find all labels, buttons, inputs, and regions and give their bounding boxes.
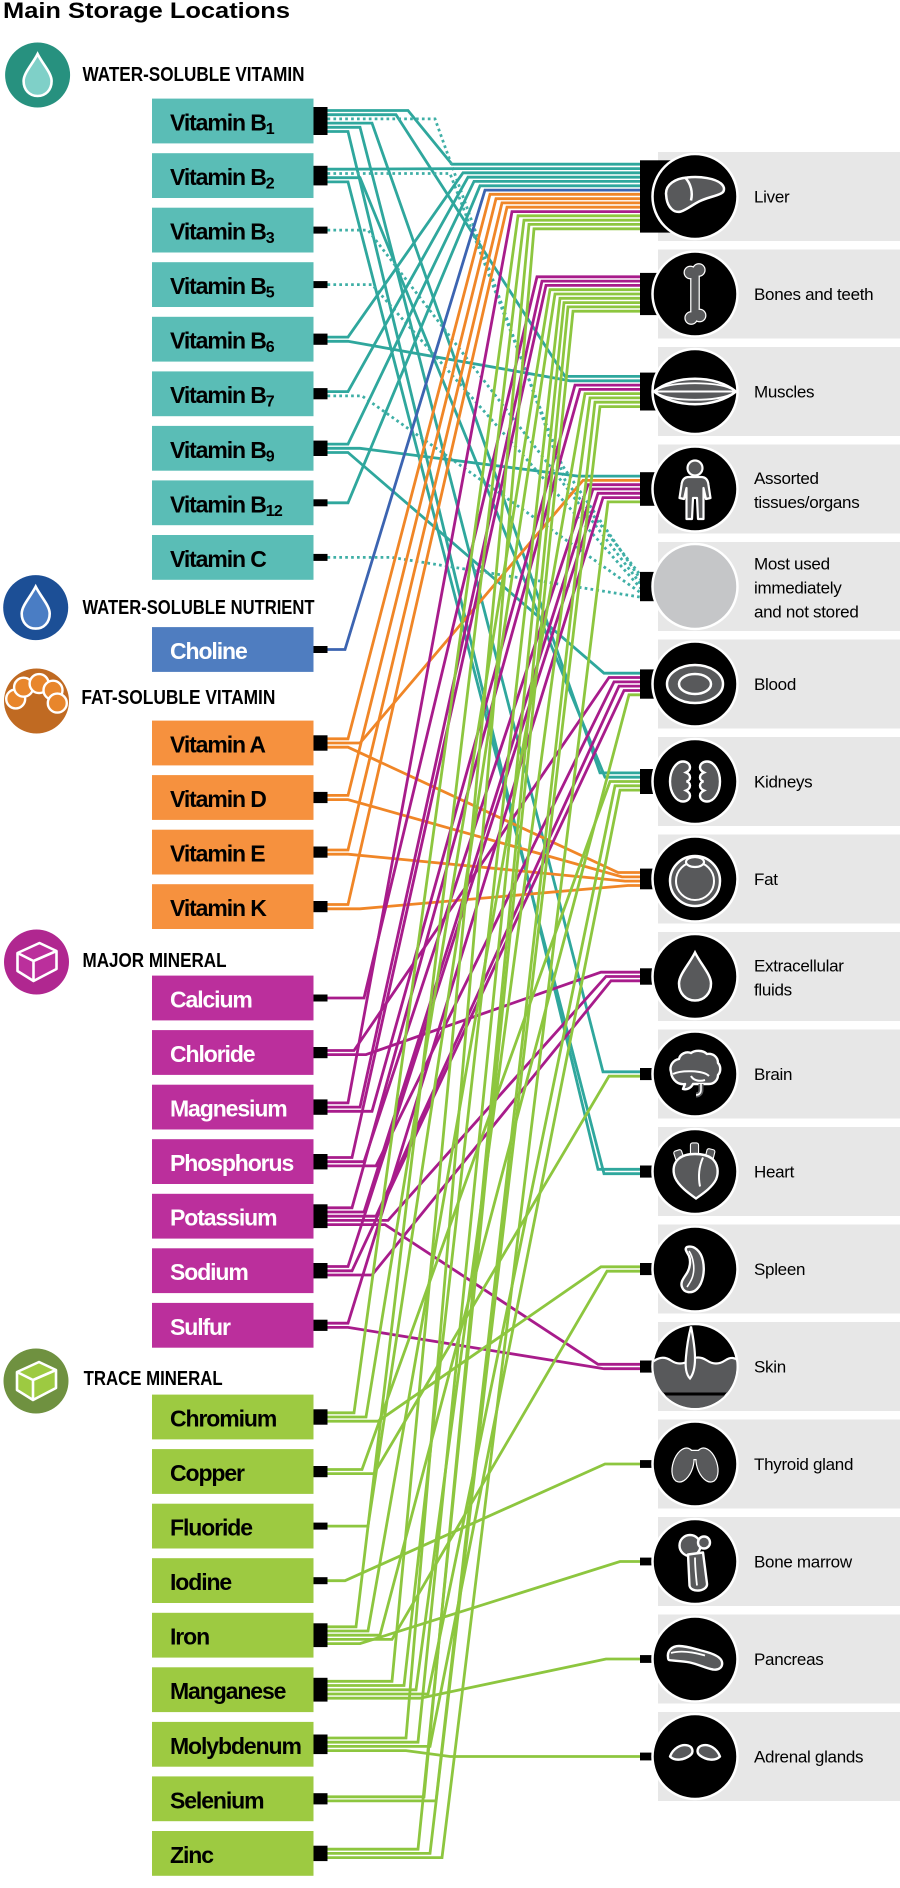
svg-text:Iron: Iron (170, 1624, 209, 1650)
svg-text:Liver: Liver (754, 188, 790, 207)
svg-text:tissues/organs: tissues/organs (754, 493, 859, 512)
svg-text:Zinc: Zinc (170, 1842, 214, 1868)
svg-text:Copper: Copper (170, 1460, 245, 1486)
svg-text:Vitamin B6: Vitamin B6 (170, 328, 275, 357)
svg-text:Vitamin K: Vitamin K (170, 895, 267, 921)
svg-text:Assorted: Assorted (754, 469, 819, 488)
svg-text:Vitamin E: Vitamin E (170, 841, 265, 867)
svg-text:Most used: Most used (754, 555, 830, 574)
svg-text:WATER-SOLUBLE NUTRIENT: WATER-SOLUBLE NUTRIENT (83, 597, 315, 619)
svg-text:Phosphorus: Phosphorus (170, 1150, 293, 1176)
svg-text:Selenium: Selenium (170, 1787, 264, 1813)
svg-text:immediately: immediately (754, 579, 842, 598)
svg-text:Heart: Heart (754, 1163, 795, 1182)
svg-text:Vitamin A: Vitamin A (170, 732, 265, 758)
svg-text:Calcium: Calcium (170, 987, 252, 1013)
svg-text:Bone marrow: Bone marrow (754, 1553, 853, 1572)
svg-text:Fat: Fat (754, 870, 778, 889)
svg-text:FAT-SOLUBLE VITAMIN: FAT-SOLUBLE VITAMIN (81, 687, 275, 709)
svg-text:Vitamin B1: Vitamin B1 (170, 110, 275, 139)
svg-text:Skin: Skin (754, 1358, 786, 1377)
svg-text:Spleen: Spleen (754, 1260, 805, 1279)
svg-text:Chromium: Chromium (170, 1406, 277, 1432)
svg-text:Vitamin B2: Vitamin B2 (170, 164, 275, 193)
svg-text:Kidneys: Kidneys (754, 773, 812, 792)
svg-text:fluids: fluids (754, 981, 792, 1000)
svg-text:Vitamin D: Vitamin D (170, 786, 266, 812)
svg-text:Main Storage Locations: Main Storage Locations (3, 0, 290, 23)
svg-text:Vitamin B3: Vitamin B3 (170, 219, 275, 248)
svg-text:Potassium: Potassium (170, 1205, 277, 1231)
svg-text:Vitamin B12: Vitamin B12 (170, 491, 283, 520)
svg-text:Choline: Choline (170, 638, 247, 664)
svg-text:and not stored: and not stored (754, 603, 859, 622)
svg-text:Manganese: Manganese (170, 1678, 286, 1704)
svg-text:Fluoride: Fluoride (170, 1515, 252, 1541)
svg-text:Pancreas: Pancreas (754, 1650, 823, 1669)
svg-text:Molybdenum: Molybdenum (170, 1733, 301, 1759)
svg-text:Vitamin B5: Vitamin B5 (170, 273, 275, 302)
svg-text:Chloride: Chloride (170, 1041, 255, 1067)
svg-text:MAJOR MINERAL: MAJOR MINERAL (83, 950, 227, 972)
svg-text:Blood: Blood (754, 675, 796, 694)
svg-text:Adrenal glands: Adrenal glands (754, 1748, 863, 1767)
svg-text:Vitamin B9: Vitamin B9 (170, 437, 275, 466)
svg-text:TRACE MINERAL: TRACE MINERAL (84, 1368, 223, 1390)
svg-text:Sulfur: Sulfur (170, 1314, 231, 1340)
svg-text:Extracellular: Extracellular (754, 957, 844, 976)
svg-text:Iodine: Iodine (170, 1569, 231, 1595)
svg-text:Thyroid gland: Thyroid gland (754, 1455, 853, 1474)
svg-text:Muscles: Muscles (754, 383, 814, 402)
svg-text:WATER-SOLUBLE VITAMIN: WATER-SOLUBLE VITAMIN (83, 64, 305, 86)
svg-text:Brain: Brain (754, 1065, 792, 1084)
svg-text:Bones and teeth: Bones and teeth (754, 285, 873, 304)
svg-text:Sodium: Sodium (170, 1259, 248, 1285)
svg-text:Vitamin B7: Vitamin B7 (170, 382, 275, 411)
svg-text:Vitamin C: Vitamin C (170, 546, 266, 572)
svg-text:Magnesium: Magnesium (170, 1096, 287, 1122)
